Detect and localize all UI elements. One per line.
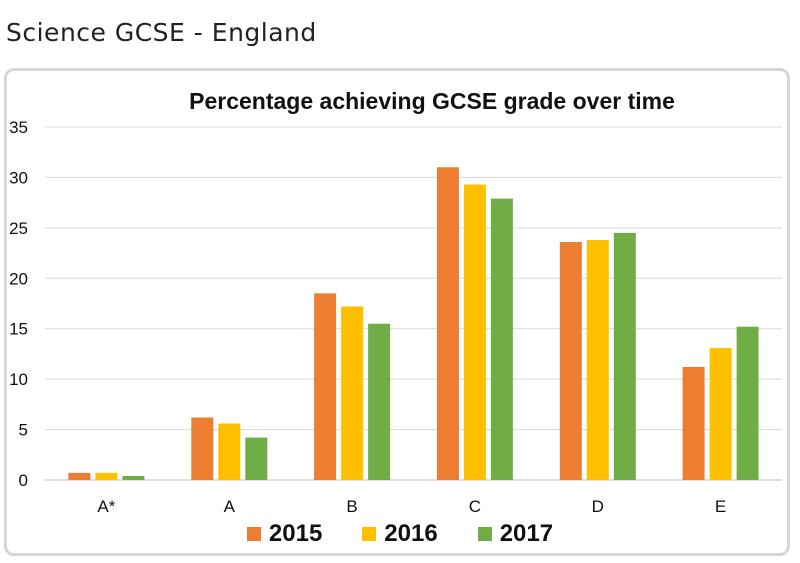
x-category-label: C (469, 497, 481, 516)
bar-2015-E (682, 367, 705, 480)
y-tick-label: 5 (19, 421, 28, 440)
y-tick-label: 10 (9, 370, 28, 389)
bars (68, 167, 759, 481)
bar-2016-B (341, 306, 364, 480)
bar-2017-C (490, 198, 513, 480)
bar-2017-A (245, 437, 268, 480)
y-tick-label: 35 (9, 118, 28, 137)
legend-swatch (246, 527, 261, 541)
bar-2015-B (314, 293, 337, 480)
page-title: Science GCSE - England (6, 18, 317, 47)
legend-label: 2015 (268, 520, 323, 547)
bar-2015-A (191, 417, 214, 480)
legend-item-2017: 2017 (477, 520, 554, 548)
x-axis-categories: A* A B C D E (97, 497, 726, 516)
legend-swatch (362, 527, 377, 541)
legend-item-2016: 2016 (362, 520, 438, 548)
x-category-label: A (224, 497, 236, 516)
y-axis-ticks: 0 5 10 15 20 25 30 35 (9, 118, 28, 490)
bar-2016-C (463, 184, 486, 480)
chart-title: Percentage achieving GCSE grade over tim… (189, 88, 675, 114)
bar-2016-A* (95, 472, 118, 480)
bar-2017-E (736, 326, 759, 480)
bar-2017-B (368, 323, 391, 480)
legend-swatch (477, 527, 492, 541)
bar-2017-D (613, 232, 636, 480)
legend-label: 2016 (384, 520, 438, 547)
bar-2016-E (709, 347, 732, 480)
bar-2017-A* (122, 476, 145, 480)
legend-item-2015: 2015 (246, 520, 323, 548)
bar-2015-C (436, 167, 459, 481)
bar-2016-D (586, 240, 609, 480)
x-category-label: D (592, 497, 604, 516)
gridlines (45, 126, 782, 481)
y-tick-label: 30 (9, 168, 28, 187)
y-tick-label: 15 (9, 320, 28, 339)
bar-2016-A (218, 423, 241, 480)
bar-2015-D (559, 242, 582, 480)
x-category-label: B (346, 497, 357, 516)
chart-frame (4, 68, 790, 556)
y-tick-label: 0 (19, 471, 28, 490)
x-category-label: E (715, 497, 726, 516)
chart-legend: 2015 2016 2017 (0, 520, 800, 548)
bar-2015-A* (68, 472, 91, 480)
y-tick-label: 20 (9, 269, 28, 288)
legend-label: 2017 (499, 520, 554, 547)
x-category-label: A* (97, 497, 115, 516)
y-tick-label: 25 (9, 219, 28, 238)
